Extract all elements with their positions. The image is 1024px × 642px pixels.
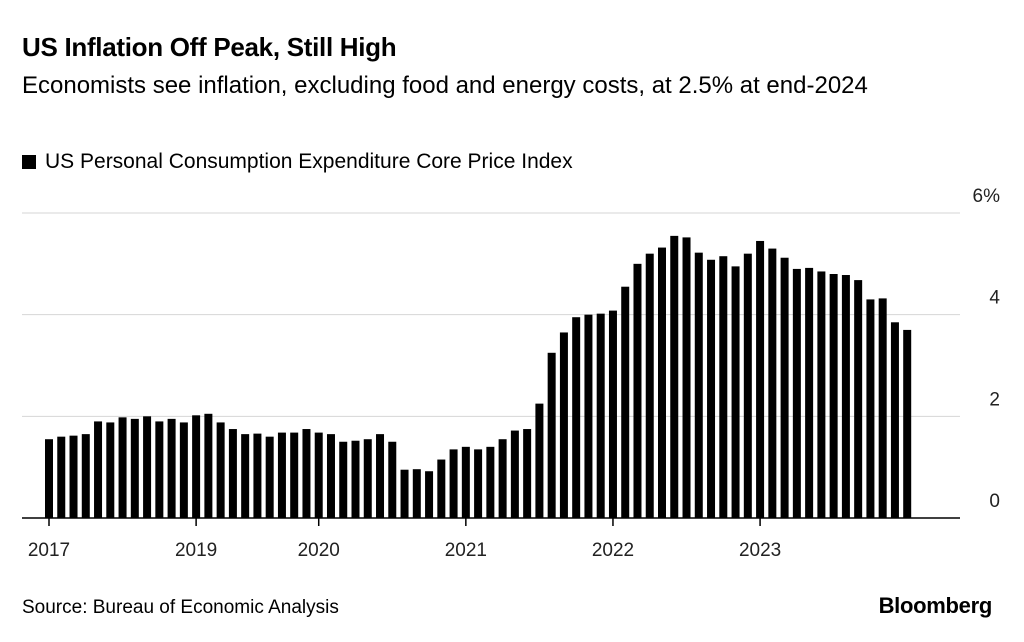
bar [106,422,115,518]
bar [155,421,164,518]
bar [878,298,887,518]
bar [351,440,360,518]
bar [486,446,495,518]
x-tick-label: 2017 [28,540,70,561]
bar [412,469,421,518]
x-tick-label: 2019 [175,540,217,561]
bar [645,253,654,518]
x-tick-label: 2020 [298,540,340,561]
x-tick-label: 2023 [739,540,781,561]
bar [559,332,568,518]
bar [314,432,323,518]
bloomberg-logo: Bloomberg [878,593,993,618]
legend-swatch [22,155,36,169]
bar [216,422,225,518]
bar [535,403,544,518]
bar [780,257,789,518]
bar [841,275,850,518]
bar [57,436,66,518]
bar [204,413,213,518]
bar [719,256,728,518]
legend-label: US Personal Consumption Expenditure Core… [45,150,573,173]
y-tick-label: 0 [989,491,1000,512]
bar [192,415,201,518]
bar [707,259,716,518]
bar [547,352,556,518]
bar [523,429,532,518]
bar [510,430,519,518]
bar [768,248,777,519]
bar [437,459,446,518]
chart-legend: US Personal Consumption Expenditure Core… [22,150,573,174]
bar [130,418,139,518]
bar [45,439,53,518]
bar [449,449,458,518]
bar [890,322,899,518]
bar [302,429,311,518]
bar [658,247,666,519]
bar [474,449,483,518]
bar [608,310,617,518]
y-tick-label: 6% [973,186,1001,207]
bar [339,441,348,518]
chart-title: US Inflation Off Peak, Still High [22,32,397,62]
bar [792,268,801,518]
bar [596,313,605,518]
y-tick-label: 4 [989,288,1000,309]
bar [143,416,152,518]
bar [118,417,127,518]
bar [376,434,385,518]
bar [241,434,250,518]
source-note: Source: Bureau of Economic Analysis [22,597,339,618]
bar [621,286,630,518]
bar [228,429,237,518]
bar [265,436,274,518]
bar [756,240,765,519]
bar [866,299,875,518]
bar [743,253,752,518]
bar [682,237,691,518]
bar [326,434,335,518]
bar [94,421,103,518]
x-tick-label: 2021 [445,540,487,561]
bar [388,441,397,518]
bar [817,271,826,518]
bar [81,434,90,518]
bar [572,317,581,518]
bar [290,432,299,518]
bar [805,267,814,518]
bar [903,329,912,518]
bar [277,432,286,518]
bar [461,446,470,518]
bar [694,252,703,518]
bar [498,439,507,518]
bar [363,439,372,518]
bar [670,235,679,518]
bar [253,433,262,518]
bar [425,471,434,518]
x-tick-label: 2022 [592,540,634,561]
bar [633,263,642,518]
bar [179,422,188,518]
bar [584,314,593,518]
bar [69,435,78,518]
bar [854,280,863,518]
y-tick-label: 2 [989,389,1000,410]
bar [731,266,740,518]
chart-subtitle: Economists see inflation, excluding food… [22,72,868,99]
bar [829,274,838,518]
bar [400,469,409,518]
bar [167,418,176,518]
